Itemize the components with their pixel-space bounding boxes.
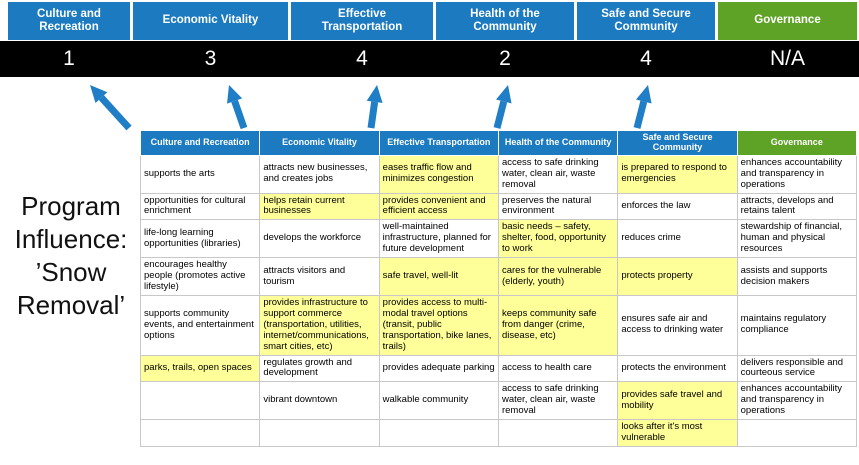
matrix-cell-highlighted: is prepared to respond to emergencies [617, 154, 738, 194]
score-value-0: 1 [63, 47, 75, 70]
program-title-line: Removal’ [16, 290, 126, 320]
matrix-cell: attracts new businesses, and creates job… [259, 154, 380, 194]
score-cells: 1 3 4 2 4 N/A [0, 41, 859, 77]
matrix-cell: develops the workforce [259, 219, 380, 259]
matrix-cell-highlighted: basic needs – safety, shelter, food, opp… [497, 219, 619, 259]
category-header-row: Culture and Recreation Economic Vitality E… [8, 2, 857, 40]
matrix-cell: walkable community [378, 381, 499, 421]
category-header-1: Economic Vitality [133, 2, 288, 40]
matrix-header: Governance [736, 130, 858, 156]
matrix-header: Health of the Community [497, 130, 619, 156]
matrix-cell: provides adequate parking [378, 354, 499, 383]
matrix-header: Effective Transportation [378, 130, 499, 156]
score-bar: 1 3 4 2 4 N/A [0, 41, 859, 77]
arrow-shaft-3 [493, 100, 508, 129]
score-arrows [90, 85, 652, 131]
score-value-4: 4 [640, 47, 652, 70]
program-title-line: ’Snow [35, 257, 107, 287]
matrix-cell: supports community events, and entertain… [139, 294, 261, 356]
matrix-cell: access to safe drinking water, clean air… [497, 154, 619, 194]
score-value-5: N/A [769, 47, 805, 70]
matrix-cell: encourages healthy people (promotes acti… [139, 257, 261, 296]
matrix-cell-highlighted: protects property [617, 257, 738, 296]
program-title-line: Influence: [14, 224, 128, 254]
matrix-cell-highlighted: looks after it's most vulnerable [617, 419, 738, 447]
matrix-cell-highlighted: provides convenient and efficient access [378, 192, 499, 221]
matrix-cell-highlighted: helps retain current businesses [259, 192, 380, 221]
matrix-cell: supports the arts [139, 154, 261, 194]
program-title-line: Program [21, 191, 121, 221]
category-header-3: Health of the Community [436, 2, 574, 40]
arrow-head-2 [366, 85, 383, 103]
influence-matrix: Culture and Recreation Economic Vitality E… [139, 130, 858, 447]
matrix-row: looks after it's most vulnerable [139, 419, 858, 447]
matrix-header: Safe and Secure Community [617, 130, 738, 156]
matrix-cell [378, 419, 499, 447]
matrix-cell [497, 419, 619, 447]
matrix-row: supports community events, and entertain… [139, 294, 858, 356]
matrix-cell: preserves the natural environment [497, 192, 619, 221]
matrix-cell [139, 381, 261, 421]
matrix-cell: assists and supports decision makers [736, 257, 858, 296]
matrix-cell: enforces the law [617, 192, 738, 221]
matrix-cell: stewardship of financial, human and phys… [736, 219, 858, 259]
matrix-cell: life-long learning opportunities (librar… [139, 219, 261, 259]
matrix-cell-highlighted: parks, trails, open spaces [139, 354, 261, 383]
matrix-cell-highlighted: safe travel, well-lit [378, 257, 499, 296]
arrow-head-3 [496, 85, 512, 104]
matrix-row: parks, trails, open spaces regulates grow… [139, 354, 858, 383]
matrix-cell: delivers responsible and courteous servi… [736, 354, 858, 383]
matrix-cell: regulates growth and development [259, 354, 380, 383]
matrix-row: encourages healthy people (promotes acti… [139, 257, 858, 296]
category-header-2: Effective Transportation [291, 2, 433, 40]
score-value-2: 4 [356, 47, 368, 70]
category-header-0: Culture and Recreation [8, 2, 130, 40]
matrix-cell: opportunities for cultural enrichment [139, 192, 261, 221]
arrow-shaft-4 [633, 100, 648, 129]
matrix-cell: well-maintained infrastructure, planned … [378, 219, 499, 259]
matrix-row: supports the arts attracts new businesses… [139, 154, 858, 194]
matrix-cell-highlighted: provides safe travel and mobility [617, 381, 738, 421]
arrow-head-0 [90, 85, 108, 103]
arrow-head-4 [636, 85, 652, 104]
matrix-cell: maintains regulatory compliance [736, 294, 858, 356]
matrix-cell: ensures safe air and access to drinking … [617, 294, 738, 356]
matrix-cell: attracts visitors and tourism [259, 257, 380, 296]
category-header-5: Governance [718, 2, 857, 40]
matrix-cell: enhances accountability and transparency… [736, 381, 858, 421]
matrix-cell [139, 419, 261, 447]
arrow-shaft-0 [98, 95, 132, 131]
matrix-header-row: Culture and Recreation Economic Vitality E… [139, 130, 858, 156]
matrix-cell-highlighted: provides access to multi-modal travel op… [378, 294, 499, 356]
matrix-cell: attracts, develops and retains talent [736, 192, 858, 221]
arrow-head-1 [227, 85, 243, 104]
matrix-row: opportunities for cultural enrichment hel… [139, 192, 858, 221]
matrix-row: vibrant downtown walkable community access… [139, 381, 858, 421]
program-title: Program Influence: ’Snow Removal’ [0, 190, 142, 322]
matrix-cell: vibrant downtown [259, 381, 380, 421]
matrix-cell-highlighted: keeps community safe from danger (crime,… [497, 294, 619, 356]
matrix-cell: reduces crime [617, 219, 738, 259]
matrix-cell-highlighted: cares for the vulnerable (elderly, youth… [497, 257, 619, 296]
matrix-header: Culture and Recreation [139, 130, 261, 156]
category-header-4: Safe and Secure Community [577, 2, 715, 40]
arrow-shaft-2 [367, 101, 379, 129]
score-value-3: 2 [499, 47, 511, 70]
matrix-row: life-long learning opportunities (librar… [139, 219, 858, 259]
matrix-cell: enhances accountability and transparency… [736, 154, 858, 194]
matrix-cell-highlighted: provides infrastructure to support comme… [259, 294, 380, 356]
arrow-shaft-1 [231, 99, 248, 130]
matrix-cell: protects the environment [617, 354, 738, 383]
matrix-cell: access to safe drinking water, clean air… [497, 381, 619, 421]
matrix-cell-highlighted: eases traffic flow and minimizes congest… [378, 154, 499, 194]
matrix-cell [259, 419, 380, 447]
matrix-cell [736, 419, 858, 447]
matrix-cell: access to health care [497, 354, 619, 383]
score-value-1: 3 [204, 47, 217, 70]
matrix-header: Economic Vitality [259, 130, 380, 156]
